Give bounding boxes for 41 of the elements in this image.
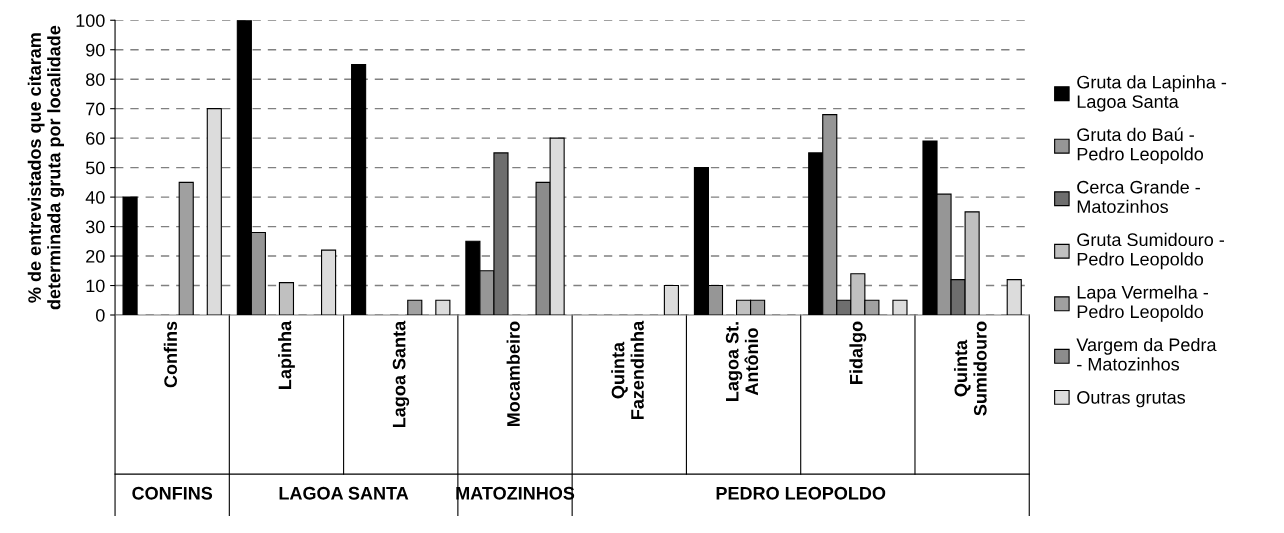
y-tick-label: 0: [95, 308, 105, 322]
x-tick-label: Lagoa St. Antônio: [725, 322, 759, 401]
y-tick-label: 80: [86, 73, 105, 86]
bar: [278, 282, 295, 315]
bar: [407, 299, 423, 315]
y-tick-label: 50: [85, 161, 105, 175]
x-tick-label: Lagoa Santa: [392, 320, 410, 428]
y-tick-label: 70: [86, 102, 105, 116]
text: CONFINS: [132, 486, 213, 500]
legend-label: Vargem da Pedra - Matozinhos: [1076, 337, 1217, 371]
bar: [1006, 279, 1022, 315]
bar: [892, 299, 908, 315]
bar: [663, 284, 679, 315]
y-tick-label: 10: [86, 279, 105, 293]
legend-label: Cerca Grande - Matozinhos: [1077, 180, 1200, 214]
y-tick-label: 40: [85, 191, 105, 204]
y-tick-label: 90: [86, 43, 105, 57]
legend-label: Outras grutas: [1077, 391, 1186, 408]
y-tick-label: 100: [76, 14, 105, 27]
x-tick-label: Quinta Fazendinha: [611, 320, 644, 419]
x-tick-label: Quinta Sumidouro: [953, 321, 987, 416]
legend-label: Gruta do Baú - Pedro Leopoldo: [1077, 127, 1204, 165]
x-tick-label: Confins: [163, 321, 178, 388]
text: LAGOA SANTA: [279, 486, 409, 500]
y-tick-label: 30: [85, 220, 105, 234]
x-tick-label: Mocambeiro: [506, 321, 520, 427]
text: PEDRO LEOPOLDO: [716, 486, 886, 500]
y-tick-label: 20: [86, 249, 105, 263]
bar: [435, 299, 451, 315]
bar: [321, 249, 337, 315]
bar: [206, 108, 222, 315]
legend-label: Lapa Vermelha - Pedro Leopoldo: [1077, 285, 1208, 322]
legend-label: Gruta da Lapinha - Lagoa Santa: [1077, 75, 1227, 112]
bar: [178, 181, 194, 315]
x-tick-label: Fidalgo: [849, 321, 867, 384]
x-tick-label: Lapinha: [278, 320, 295, 389]
legend-label: Gruta Sumidouro - Pedro Leopoldo: [1077, 232, 1225, 270]
bar: [122, 196, 138, 315]
y-tick-label: 60: [86, 132, 105, 145]
y-axis-title: % de entrevistados que citaram determinada gruta por localidade: [27, 25, 65, 310]
bar: [351, 63, 367, 315]
